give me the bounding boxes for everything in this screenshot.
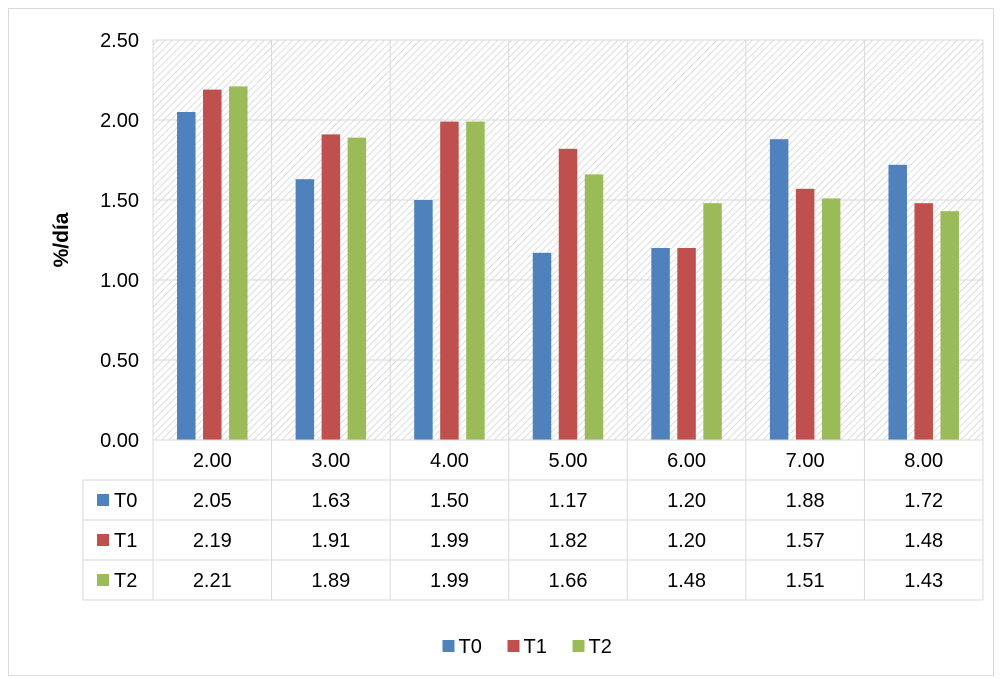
bar-t1-7.00	[795, 188, 815, 440]
table-cell-t2: 1.99	[430, 570, 469, 592]
y-tick-label: 2.50	[100, 30, 139, 52]
y-tick-label: 2.00	[100, 110, 139, 132]
table-cell-t0: 1.88	[786, 490, 825, 512]
x-tick-label: 2.00	[193, 450, 232, 472]
bar-t0-7.00	[769, 139, 789, 440]
table-series-name: T0	[114, 490, 137, 512]
bar-t0-4.00	[414, 200, 433, 440]
x-tick-label: 8.00	[904, 450, 943, 472]
bar-t2-3.00	[347, 137, 367, 440]
legend-swatch-t1	[507, 640, 520, 652]
table-cell-t2: 1.48	[667, 570, 706, 592]
bar-t2-8.00	[940, 211, 959, 440]
table-cell-t0: 1.63	[311, 490, 350, 512]
bar-t1-6.00	[677, 248, 696, 440]
y-tick-label: 0.50	[100, 350, 139, 372]
legend-label-t1: T1	[524, 636, 547, 658]
table-key-t0	[97, 494, 109, 506]
y-tick-label: 1.50	[100, 190, 139, 212]
table-cell-t2: 1.43	[904, 570, 943, 592]
table-cell-t0: 2.05	[193, 490, 232, 512]
bar-t1-2.00	[203, 89, 222, 440]
y-tick-label: 1.00	[100, 270, 139, 292]
bar-t1-5.00	[558, 148, 578, 441]
bar-t1-8.00	[914, 203, 933, 440]
x-tick-label: 3.00	[311, 450, 350, 472]
y-tick-label: 0.00	[100, 430, 139, 452]
table-cell-t1: 1.91	[311, 530, 350, 552]
bar-t0-2.00	[177, 112, 196, 440]
table-series-name: T1	[114, 530, 137, 552]
table-series-name: T2	[114, 570, 137, 592]
legend-label-t2: T2	[589, 636, 612, 658]
bar-t0-5.00	[532, 252, 552, 440]
table-key-t1	[97, 534, 109, 546]
table-cell-t2: 1.89	[311, 570, 350, 592]
bar-t2-4.00	[466, 121, 485, 440]
bar-t2-2.00	[229, 86, 248, 441]
table-cell-t1: 2.19	[193, 530, 232, 552]
table-cell-t1: 1.82	[549, 530, 588, 552]
table-key-t2	[97, 574, 109, 586]
table-cell-t2: 1.66	[549, 570, 588, 592]
table-cell-t0: 1.20	[667, 490, 706, 512]
x-tick-label: 7.00	[786, 450, 825, 472]
x-tick-label: 6.00	[667, 450, 706, 472]
bar-t0-3.00	[295, 179, 315, 440]
table-cell-t1: 1.57	[786, 530, 825, 552]
table-cell-t0: 1.17	[549, 490, 588, 512]
legend-swatch-t0	[442, 640, 455, 652]
bar-t2-5.00	[584, 174, 604, 440]
table-cell-t0: 1.72	[904, 490, 943, 512]
legend-label-t0: T0	[459, 636, 482, 658]
table-cell-t1: 1.99	[430, 530, 469, 552]
table-cell-t2: 1.51	[786, 570, 825, 592]
table-cell-t1: 1.48	[904, 530, 943, 552]
bar-t2-6.00	[703, 203, 722, 440]
bar-t0-8.00	[888, 164, 907, 441]
bar-t1-4.00	[440, 121, 459, 440]
table-cell-t2: 2.21	[193, 570, 232, 592]
x-tick-label: 5.00	[549, 450, 588, 472]
table-cell-t1: 1.20	[667, 530, 706, 552]
bar-t0-6.00	[651, 248, 670, 440]
legend-swatch-t2	[572, 640, 585, 652]
table-cell-t0: 1.50	[430, 490, 469, 512]
bar-t1-3.00	[321, 134, 341, 440]
y-axis-label: %/día	[50, 212, 73, 267]
x-tick-label: 4.00	[430, 450, 469, 472]
bar-t2-7.00	[821, 198, 841, 440]
